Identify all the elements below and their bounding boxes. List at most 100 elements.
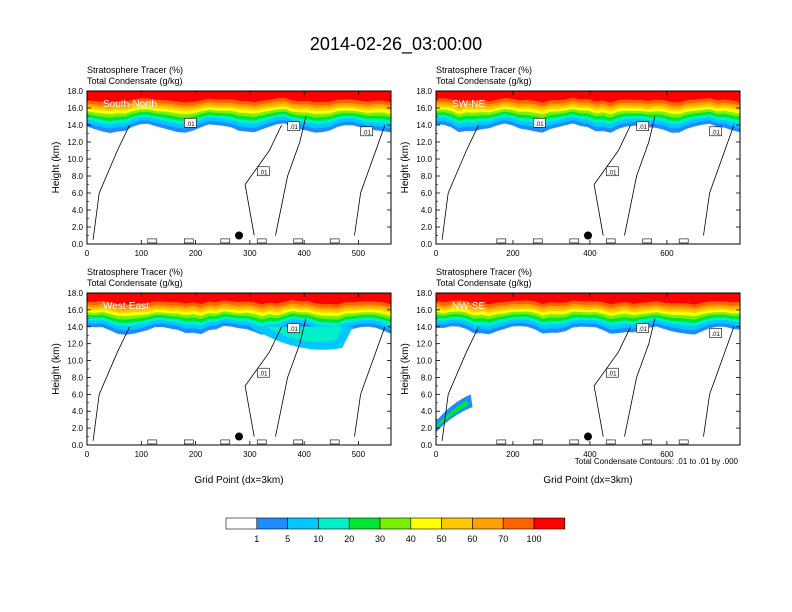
location-marker <box>584 432 592 441</box>
tracer-band-100 <box>436 91 740 103</box>
condensate-contour <box>354 326 386 437</box>
ground-contour <box>532 439 543 445</box>
y-tick-label: 10.0 <box>67 357 83 366</box>
y-tick-label: 4.0 <box>72 407 84 416</box>
y-tick-label: 16.0 <box>67 306 83 315</box>
colorbar-swatch <box>225 517 258 530</box>
location-marker <box>235 231 243 240</box>
ground-contour <box>642 238 653 244</box>
condensate-contour <box>624 116 656 236</box>
subtitle-tracer: Stratosphere Tracer (%) <box>436 65 532 75</box>
plot-area-0: .01 .01 .01 .01 <box>87 91 391 244</box>
contour-label: .01 <box>608 372 617 378</box>
contour-label-box <box>360 126 373 137</box>
colorbar-swatch <box>379 517 412 530</box>
colorbar-label: 1 <box>254 534 259 544</box>
x-tick-label: 300 <box>243 450 257 459</box>
x-tick-label: 600 <box>660 450 674 459</box>
x-tick-label: 600 <box>660 249 674 258</box>
y-tick-label: 6.0 <box>421 189 433 198</box>
ground-contour <box>605 439 616 445</box>
x-tick-label: 0 <box>434 249 439 258</box>
contour-label-box <box>287 121 301 131</box>
ground-contour <box>256 238 267 244</box>
x-tick-label: 400 <box>583 249 597 258</box>
y-tick-label: 12.0 <box>67 340 83 349</box>
contour-label-box <box>636 121 650 131</box>
y-tick-label: 14.0 <box>67 323 83 332</box>
figure-title: 2014-02-26_03:00:00 <box>310 34 482 55</box>
condensate-contour <box>624 318 656 437</box>
ground-contour <box>496 439 507 445</box>
y-tick-label: 18.0 <box>416 87 432 96</box>
y-tick-label: 16.0 <box>416 306 432 315</box>
y-tick-label: 10.0 <box>67 155 83 164</box>
y-tick-label: 16.0 <box>67 104 83 113</box>
plot-area-2: .01 .01 <box>87 293 391 445</box>
x-tick-label: 400 <box>297 249 311 258</box>
contour-label: .01 <box>535 122 544 128</box>
ground-contour <box>183 439 194 445</box>
colorbar-swatch <box>318 517 350 530</box>
contour-label-box <box>606 166 619 177</box>
y-tick-label: 8.0 <box>72 373 84 382</box>
subtitle-tracer: Stratosphere Tracer (%) <box>436 267 532 277</box>
x-tick-label: 200 <box>189 450 203 459</box>
condensate-contour <box>703 326 735 437</box>
y-tick-label: 14.0 <box>416 323 432 332</box>
ground-contour <box>220 238 231 244</box>
tracer-band-100 <box>436 293 740 305</box>
y-axis-label: Height (km) <box>51 343 62 395</box>
colorbar: 1 5 10 20 30 40 50 60 70 100 <box>225 517 566 544</box>
colorbar-label: 5 <box>285 534 290 544</box>
plot-area-3: .01 .01 .01 <box>436 293 740 445</box>
colorbar-swatch <box>472 517 504 530</box>
y-tick-label: 18.0 <box>67 87 83 96</box>
contour-label-box <box>533 118 546 128</box>
y-tick-label: 10.0 <box>416 357 432 366</box>
colorbar-label: 60 <box>467 534 477 544</box>
y-tick-label: 8.0 <box>421 373 433 382</box>
tracer-band-100 <box>87 293 391 305</box>
condensate-contour <box>275 318 307 437</box>
ground-contour <box>220 439 231 445</box>
colorbar-label: 70 <box>498 534 508 544</box>
colorbar-label: 40 <box>406 534 416 544</box>
ground-contour <box>569 238 580 244</box>
x-tick-label: 200 <box>506 450 520 459</box>
subtitle-condensate: Total Condensate (g/kg) <box>87 278 183 288</box>
y-tick-label: 4.0 <box>72 206 84 215</box>
contour-label-box <box>287 323 301 333</box>
panel-label: West-East <box>103 301 149 312</box>
subtitle-tracer: Stratosphere Tracer (%) <box>87 267 183 277</box>
contour-label: .01 <box>639 327 648 333</box>
x-tick-label: 400 <box>583 450 597 459</box>
y-tick-label: 4.0 <box>421 206 433 215</box>
y-tick-label: 2.0 <box>72 223 84 232</box>
condensate-contour <box>703 124 735 236</box>
y-tick-label: 8.0 <box>421 172 433 181</box>
ground-contour <box>183 238 194 244</box>
colorbar-label: 10 <box>313 534 323 544</box>
y-tick-label: 2.0 <box>72 424 84 433</box>
colorbar-label: 30 <box>375 534 385 544</box>
condensate-contour <box>441 124 479 240</box>
y-tick-label: 6.0 <box>72 390 84 399</box>
contour-label-box <box>709 328 722 338</box>
contour-label-box <box>636 323 650 333</box>
contour-label-box <box>257 367 270 378</box>
y-tick-label: 0.0 <box>421 240 433 249</box>
tracer-lowlevel-core <box>436 400 469 429</box>
colorbar-label: 50 <box>437 534 447 544</box>
y-axis-label: Height (km) <box>400 142 411 194</box>
x-tick-label: 500 <box>352 450 366 459</box>
y-tick-label: 12.0 <box>416 138 432 147</box>
y-tick-label: 4.0 <box>421 407 433 416</box>
colorbar-swatch <box>533 517 566 530</box>
y-tick-label: 16.0 <box>416 104 432 113</box>
y-tick-label: 0.0 <box>72 441 84 450</box>
panel-1: .01 .01 .01 .01 SW-NE Stratosphere Tracer (%)… <box>400 65 741 258</box>
y-tick-label: 12.0 <box>416 340 432 349</box>
x-axis-label: Grid Point (dx=3km) <box>194 475 283 486</box>
